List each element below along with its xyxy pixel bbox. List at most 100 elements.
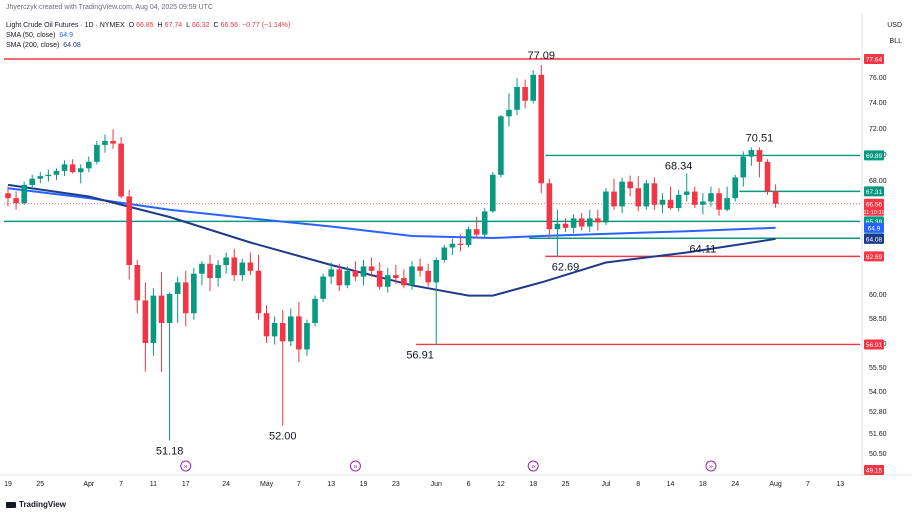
- tradingview-logo[interactable]: TradingView: [6, 500, 66, 509]
- marker-low-badge: [864, 465, 884, 475]
- candle-body: [498, 116, 504, 175]
- sma50-value: 64.9: [59, 32, 73, 39]
- candle-body: [659, 199, 666, 205]
- candle-body: [449, 243, 456, 248]
- y-tick-label: 50.50: [869, 451, 887, 458]
- sma200-label: SMA (200, close): [6, 42, 60, 49]
- candle-body: [134, 265, 141, 301]
- candle-body: [77, 168, 84, 173]
- low-label: L: [186, 22, 190, 29]
- candle-body: [69, 164, 76, 173]
- candle-body: [417, 266, 423, 271]
- level-67.31-badge-label: 67.31: [866, 189, 883, 196]
- candle-body: [546, 183, 553, 230]
- sma50-legend[interactable]: SMA (50, close) 64.9: [6, 31, 75, 40]
- candle-body: [441, 247, 448, 260]
- candle-body: [603, 191, 609, 223]
- candle-body: [376, 270, 383, 287]
- sma50-label: SMA (50, close): [6, 32, 56, 39]
- sma50-line: [7, 187, 776, 240]
- x-tick-label: Jun: [431, 481, 442, 488]
- candle-body: [732, 177, 738, 199]
- x-tick-label: 11: [150, 481, 157, 488]
- event-marker-icon[interactable]: [180, 460, 192, 472]
- candle-body: [5, 193, 11, 199]
- price-annotation: 62.69: [552, 261, 580, 273]
- candle-body: [764, 161, 771, 192]
- candle-body: [279, 323, 286, 342]
- candle-body: [102, 141, 108, 145]
- candle-body: [304, 323, 310, 350]
- candle-body: [619, 181, 625, 207]
- x-tick-label: 25: [562, 481, 570, 488]
- candle-body: [586, 218, 593, 227]
- candle-body: [191, 273, 197, 314]
- candle-body: [336, 269, 343, 286]
- candle-body: [158, 295, 165, 323]
- x-tick-label: 6: [467, 481, 471, 488]
- y-tick-label: 51.60: [869, 431, 887, 438]
- x-tick-label: May: [260, 481, 274, 488]
- candle-body: [239, 262, 246, 276]
- candle-body: [700, 201, 706, 205]
- level-65.38-badge-label: 65.38: [866, 219, 883, 226]
- sma200-legend[interactable]: SMA (200, close) 64.08: [6, 41, 83, 50]
- candle-body: [393, 275, 399, 279]
- candle-body: [320, 276, 326, 299]
- level-77.64-badge-label: 77.64: [866, 57, 883, 64]
- created-text: Jhyerczyk created with TradingView.com, …: [6, 4, 213, 11]
- candle-body: [150, 295, 157, 343]
- candle-body: [368, 266, 375, 271]
- currency-label[interactable]: USD: [887, 22, 902, 29]
- y-tick-label: 74.00: [869, 100, 887, 107]
- y-tick-label: 72.00: [869, 126, 887, 133]
- candle-body: [344, 270, 351, 286]
- event-marker-icon[interactable]: [705, 460, 717, 472]
- x-tick-label: 25: [36, 481, 44, 488]
- price-annotation: 68.34: [665, 161, 693, 173]
- candle-body: [247, 262, 254, 271]
- candle-body: [716, 193, 722, 210]
- level-77.64-badge: [864, 54, 884, 64]
- event-marker-glyph: »: [531, 464, 535, 471]
- x-tick-label: 24: [731, 481, 739, 488]
- y-tick-label: 68.00: [869, 178, 887, 185]
- candle-body: [570, 218, 577, 228]
- x-tick-label: 7: [806, 481, 810, 488]
- candle-body: [595, 218, 601, 223]
- candle-body: [118, 143, 124, 197]
- tradingview-logo-icon: [6, 501, 16, 508]
- symbol-title: Light Crude Oil Futures · 1D · NYMEX: [6, 22, 125, 29]
- candle-body: [166, 294, 173, 323]
- candle-body: [215, 265, 221, 279]
- candle-body: [231, 257, 238, 276]
- candle-body: [756, 150, 763, 162]
- high-label: H: [157, 22, 163, 29]
- y-tick-label: 55.50: [869, 365, 887, 372]
- ohlc-legend: Light Crude Oil Futures · 1D · NYMEX O 66…: [6, 21, 292, 30]
- level-67.31-badge: [864, 186, 884, 197]
- unit-label: BLL: [889, 38, 902, 45]
- candle-body: [271, 323, 278, 337]
- event-marker-glyph: »: [184, 464, 188, 471]
- event-marker-icon[interactable]: [349, 460, 361, 472]
- candle-body: [182, 282, 189, 314]
- candle-body: [554, 223, 561, 230]
- candle-body: [675, 194, 682, 209]
- tradingview-logo-text: TradingView: [19, 500, 66, 509]
- x-tick-label: Jul: [601, 481, 610, 488]
- candle-body: [409, 266, 415, 286]
- level-62.69-badge: [864, 251, 884, 262]
- candle-body: [61, 164, 68, 171]
- y-tick-label: 52.80: [869, 409, 887, 416]
- y-tick-label: 54.00: [869, 389, 887, 396]
- x-tick-label: Apr: [83, 481, 95, 488]
- price-annotation: 77.09: [528, 50, 556, 62]
- candle-body: [481, 211, 488, 235]
- candle-body: [643, 183, 650, 207]
- candle-body: [263, 313, 270, 337]
- candle-body: [288, 316, 294, 342]
- event-marker-icon[interactable]: [527, 460, 539, 472]
- price-annotation: 56.91: [406, 349, 434, 361]
